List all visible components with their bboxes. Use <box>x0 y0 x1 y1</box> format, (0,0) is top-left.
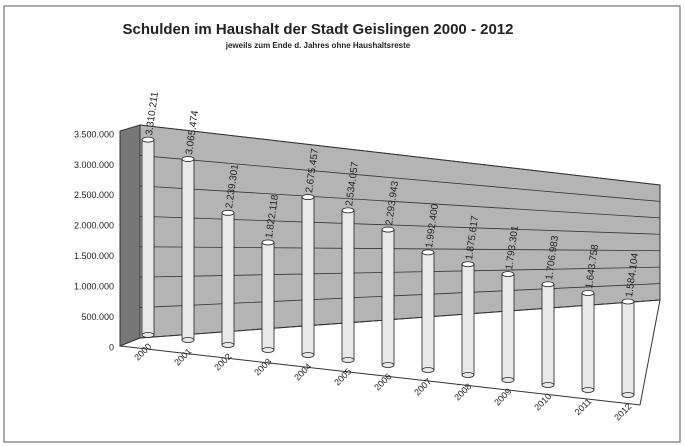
bar-base <box>301 352 315 358</box>
bar-top <box>421 249 435 256</box>
y-tick-label: 2.500.000 <box>74 190 114 200</box>
y-tick-label: 3.000.000 <box>74 160 114 170</box>
bar-base <box>261 347 275 353</box>
bar <box>141 139 155 336</box>
bar <box>581 292 595 391</box>
y-tick-label: 500.000 <box>81 312 114 322</box>
bar-top <box>141 136 155 143</box>
bar <box>421 251 435 371</box>
bar-base <box>501 377 515 383</box>
y-tick-label: 1.500.000 <box>74 251 114 261</box>
y-tick-label: 2.000.000 <box>74 221 114 231</box>
bar-top <box>221 209 235 216</box>
bar <box>541 283 555 386</box>
bar-top <box>381 226 395 233</box>
bar <box>621 301 635 396</box>
bar-base <box>341 357 355 363</box>
bar-top <box>261 239 275 246</box>
y-tick-label: 1.000.000 <box>74 282 114 292</box>
bar-top <box>621 298 635 305</box>
bar-top <box>181 156 195 162</box>
y-tick-label: 3.500.000 <box>74 129 114 139</box>
bar-base <box>381 362 395 368</box>
side-wall <box>119 124 141 347</box>
bar-top <box>301 194 315 200</box>
bar-base <box>581 387 595 393</box>
bar-base <box>421 367 435 373</box>
bar <box>341 210 355 361</box>
bar-top <box>341 207 355 214</box>
bar-top <box>461 261 475 268</box>
chart-title: Schulden im Haushalt der Stadt Geislinge… <box>123 21 514 38</box>
bar-top <box>501 271 515 278</box>
bar-top <box>581 290 595 296</box>
bar-base <box>621 392 635 398</box>
bar-top <box>541 281 555 288</box>
grid-line <box>139 185 661 219</box>
bar <box>501 273 515 381</box>
bar-base <box>541 382 555 388</box>
chart-subtitle: jeweils zum Ende d. Jahres ohne Haushalt… <box>225 41 411 50</box>
bar <box>221 212 235 346</box>
bar <box>181 158 195 341</box>
y-tick-label: 0 <box>109 342 114 352</box>
grid-line <box>139 124 661 186</box>
bar-base <box>221 342 235 348</box>
bar-base <box>181 337 195 343</box>
bar <box>261 242 275 351</box>
grid-line <box>139 155 661 202</box>
bar <box>381 229 395 366</box>
bar-base <box>461 372 475 378</box>
bar <box>461 263 475 376</box>
bar-base <box>141 332 155 338</box>
bar <box>301 196 315 356</box>
